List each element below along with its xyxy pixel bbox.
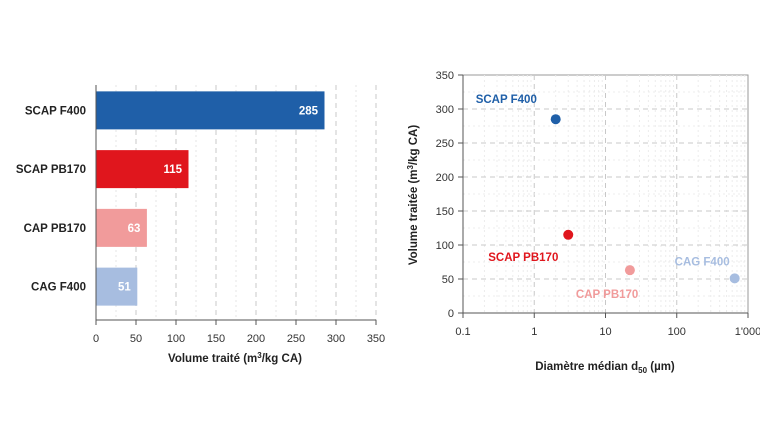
scatter-y-tick-label: 350 — [436, 70, 454, 82]
bar — [96, 150, 189, 189]
scatter-y-tick-label: 50 — [442, 274, 454, 286]
bar-x-tick-label: 200 — [247, 333, 265, 345]
scatter-axes: 0.1 1 10 100 1'000 0 50 100 150 200 250 300 350 — [436, 70, 760, 338]
bar-value-label: 285 — [299, 105, 319, 117]
scatter-x-tick-label: 100 — [668, 326, 686, 338]
bar-x-tick-label: 350 — [367, 333, 385, 345]
scatter-y-tick-label: 300 — [436, 104, 454, 116]
bar-category-labels: SCAP F400 SCAP PB170 CAP PB170 CAG F400 — [16, 105, 86, 293]
bar — [96, 91, 325, 130]
scatter-x-tick-label: 10 — [599, 326, 611, 338]
scatter-y-tick-label: 0 — [448, 308, 454, 320]
bar-value-label: 51 — [118, 282, 131, 294]
bar-series: 285 115 63 51 — [96, 91, 325, 306]
bar-x-tick-label: 0 — [93, 333, 99, 345]
scatter-grid — [462, 74, 749, 314]
scatter-y-tick-label: 150 — [436, 206, 454, 218]
scatter-point — [550, 114, 561, 125]
scatter-x-tick-label: 1 — [531, 326, 537, 338]
bar-category-label: SCAP F400 — [25, 105, 86, 117]
bar-x-tick-label: 50 — [130, 333, 142, 345]
bar-x-tick-label: 150 — [207, 333, 225, 345]
bar-value-label: 115 — [163, 164, 182, 176]
scatter-x-tick-label: 1'000 — [735, 326, 760, 338]
scatter-chart: 0.1 1 10 100 1'000 0 50 100 150 200 250 300 350 SCAP… — [406, 70, 760, 375]
scatter-y-axis-title: Volume traitée (m3/kg CA) — [406, 125, 420, 266]
scatter-point — [563, 229, 574, 240]
bar — [96, 208, 147, 247]
scatter-point-label: CAP PB170 — [576, 289, 638, 301]
scatter-y-tick-label: 200 — [436, 172, 454, 184]
bar-category-label: CAP PB170 — [24, 223, 86, 235]
scatter-x-tick-label: 0.1 — [455, 326, 470, 338]
scatter-x-axis-title: Diamètre médian d50 (µm) — [535, 361, 675, 375]
bar-category-label: SCAP PB170 — [16, 164, 86, 176]
scatter-point-label: SCAP PB170 — [488, 252, 558, 264]
scatter-series: SCAP F400 SCAP PB170 CAP PB170 CAG F400 — [476, 94, 740, 301]
bar-category-label: CAG F400 — [31, 282, 86, 294]
bar — [96, 267, 138, 306]
bar-x-tick-label: 250 — [287, 333, 305, 345]
bar-value-label: 63 — [128, 223, 141, 235]
scatter-y-tick-label: 250 — [436, 138, 454, 150]
bar-x-axis: 0 50 100 150 200 250 300 350 — [93, 85, 385, 345]
bar-x-axis-title: Volume traité (m3/kg CA) — [168, 351, 302, 365]
scatter-point — [624, 265, 635, 276]
bar-x-tick-label: 300 — [327, 333, 345, 345]
scatter-point-label: SCAP F400 — [476, 94, 537, 106]
scatter-y-tick-label: 100 — [436, 240, 454, 252]
bar-chart: 285 115 63 51 0 50 100 150 200 250 300 350 SCAP F4… — [16, 85, 385, 365]
scatter-point — [729, 273, 740, 284]
bar-x-tick-label: 100 — [167, 333, 185, 345]
scatter-point-label: CAG F400 — [675, 256, 730, 268]
